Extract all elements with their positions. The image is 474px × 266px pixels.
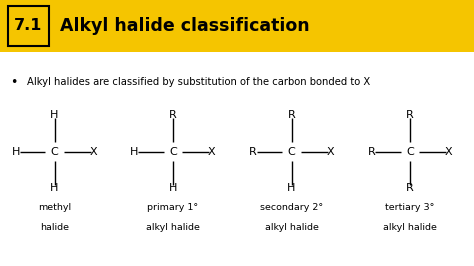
- Text: H: H: [50, 110, 59, 120]
- Text: primary 1°: primary 1°: [147, 203, 199, 212]
- Text: alkyl halide: alkyl halide: [383, 223, 437, 232]
- Text: halide: halide: [40, 223, 69, 232]
- Text: R: R: [169, 110, 177, 120]
- Text: C: C: [406, 147, 414, 157]
- Text: R: R: [406, 110, 414, 120]
- Text: alkyl halide: alkyl halide: [146, 223, 200, 232]
- Text: methyl: methyl: [38, 203, 71, 212]
- Text: X: X: [208, 147, 216, 157]
- Text: H: H: [50, 183, 59, 193]
- Text: X: X: [90, 147, 97, 157]
- Text: H: H: [12, 147, 20, 157]
- Text: tertiary 3°: tertiary 3°: [385, 203, 435, 212]
- Text: H: H: [169, 183, 177, 193]
- Text: X: X: [327, 147, 334, 157]
- Text: R: R: [288, 110, 295, 120]
- Text: •: •: [10, 76, 18, 89]
- Text: R: R: [367, 147, 375, 157]
- Text: C: C: [288, 147, 295, 157]
- Text: secondary 2°: secondary 2°: [260, 203, 323, 212]
- Text: R: R: [406, 183, 414, 193]
- Text: alkyl halide: alkyl halide: [264, 223, 319, 232]
- Text: Alkyl halide classification: Alkyl halide classification: [60, 17, 310, 35]
- Text: C: C: [169, 147, 177, 157]
- Text: H: H: [130, 147, 138, 157]
- Text: H: H: [287, 183, 296, 193]
- Bar: [0, 0, 474, 52]
- Text: Alkyl halides are classified by substitution of the carbon bonded to X: Alkyl halides are classified by substitu…: [27, 77, 371, 88]
- Bar: [8, 6, 49, 46]
- Text: C: C: [51, 147, 58, 157]
- Text: 7.1: 7.1: [14, 18, 43, 34]
- Text: R: R: [249, 147, 257, 157]
- Text: X: X: [445, 147, 453, 157]
